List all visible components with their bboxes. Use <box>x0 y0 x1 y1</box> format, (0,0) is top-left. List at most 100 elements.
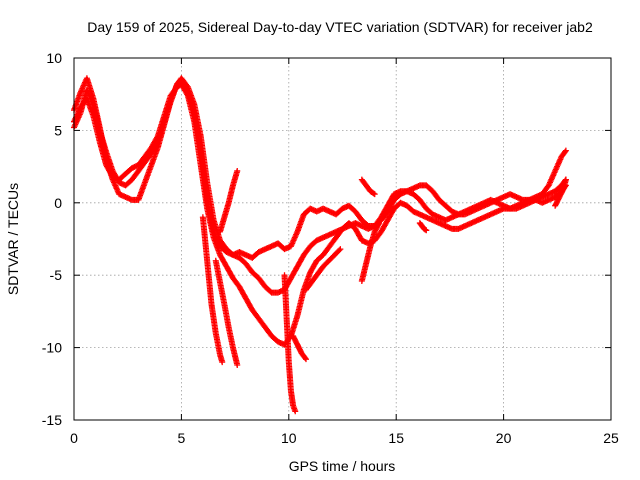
y-tick-label: -10 <box>42 340 62 356</box>
data-point <box>302 276 317 293</box>
data-point <box>83 75 96 101</box>
data-point <box>217 215 227 235</box>
data-point <box>90 112 103 144</box>
data-point <box>221 201 232 221</box>
data-point <box>442 214 454 224</box>
series-branch-11.8h <box>302 246 344 293</box>
data-point <box>141 146 154 160</box>
series-branch-16.2h <box>416 220 430 234</box>
point-marker <box>292 408 299 415</box>
data-point <box>199 214 211 263</box>
data-point <box>337 246 344 253</box>
data-point <box>96 138 109 167</box>
data-point <box>371 221 382 235</box>
data-point <box>320 255 334 270</box>
data-point <box>281 272 290 321</box>
data-point <box>287 388 296 408</box>
axis-ticks: 0 5 10 15 20 25 -15 -10 -5 0 5 10 <box>42 50 619 446</box>
series-drop-7.4h <box>212 257 241 368</box>
interp-marker <box>562 148 569 155</box>
series-branch-22.8h <box>552 176 569 209</box>
series-branch-13.5h <box>358 220 383 284</box>
data-point <box>298 350 309 362</box>
plot-frame <box>73 57 612 421</box>
data-point <box>255 315 268 330</box>
data-point <box>225 183 236 206</box>
point-marker <box>423 227 430 234</box>
data-point <box>358 237 370 246</box>
interp-marker <box>370 190 377 197</box>
data-point <box>148 146 161 169</box>
point-marker <box>562 176 569 183</box>
data-point <box>307 205 319 214</box>
data-point <box>352 225 365 243</box>
interp-marker <box>184 91 191 98</box>
data-point <box>103 162 115 179</box>
series-track-1 <box>71 78 569 261</box>
data-point <box>294 288 307 319</box>
data-point <box>562 147 569 154</box>
point-marker <box>234 167 241 174</box>
data-point <box>135 180 148 203</box>
data-point <box>442 202 454 214</box>
data-point <box>545 169 558 189</box>
point-marker <box>337 246 344 253</box>
grid-lines <box>74 58 611 420</box>
data-point <box>519 197 532 206</box>
data-point <box>83 95 96 118</box>
x-tick-label: 25 <box>603 430 619 446</box>
data-point <box>217 251 229 269</box>
y-tick-label: -15 <box>42 412 62 428</box>
data-point <box>197 162 210 211</box>
data-point <box>210 234 223 257</box>
x-tick-label: 15 <box>388 430 404 446</box>
point-marker <box>234 361 241 368</box>
data-point <box>367 188 377 197</box>
chart-title: Day 159 of 2025, Sidereal Day-to-day VTE… <box>87 19 593 35</box>
x-tick-label: 20 <box>496 430 512 446</box>
data-point <box>363 244 374 267</box>
data-point <box>410 208 422 217</box>
y-tick-label: -5 <box>50 267 63 283</box>
y-tick-label: 10 <box>46 50 62 66</box>
data-point <box>285 359 294 393</box>
data-point <box>302 356 309 363</box>
series-drop-10.0h <box>281 272 299 415</box>
data-point <box>116 171 128 183</box>
data-point <box>287 264 300 282</box>
data-point <box>221 301 232 329</box>
y-tick-label: 0 <box>54 195 62 211</box>
series-track-2 <box>71 75 569 296</box>
data-point <box>376 220 383 227</box>
data-point <box>184 92 197 124</box>
data-point <box>328 247 343 261</box>
interp-marker <box>302 355 309 362</box>
interp-marker <box>336 247 343 254</box>
data-point <box>307 238 319 250</box>
series-branch-7.4h-up <box>217 167 241 235</box>
x-axis-label: GPS time / hours <box>289 458 396 474</box>
data-point <box>234 167 241 174</box>
data-point <box>384 198 397 215</box>
data-point <box>229 169 240 189</box>
data-point <box>255 275 268 289</box>
data-point <box>148 134 161 151</box>
data-point <box>539 191 551 201</box>
data-point <box>410 191 422 202</box>
data-point <box>268 240 280 250</box>
data-point <box>178 81 191 98</box>
data-point <box>429 211 441 220</box>
data-point <box>225 324 236 350</box>
point-marker <box>219 359 226 366</box>
data-point <box>397 188 409 198</box>
data-point <box>468 203 480 212</box>
data-point <box>339 203 351 212</box>
data-point <box>204 257 215 306</box>
series-drop-6.7h <box>199 214 226 366</box>
x-tick-label: 0 <box>70 430 78 446</box>
x-tick-label: 10 <box>281 430 297 446</box>
data-point <box>208 301 219 335</box>
x-tick-label: 5 <box>178 430 186 446</box>
data-points <box>71 75 569 415</box>
